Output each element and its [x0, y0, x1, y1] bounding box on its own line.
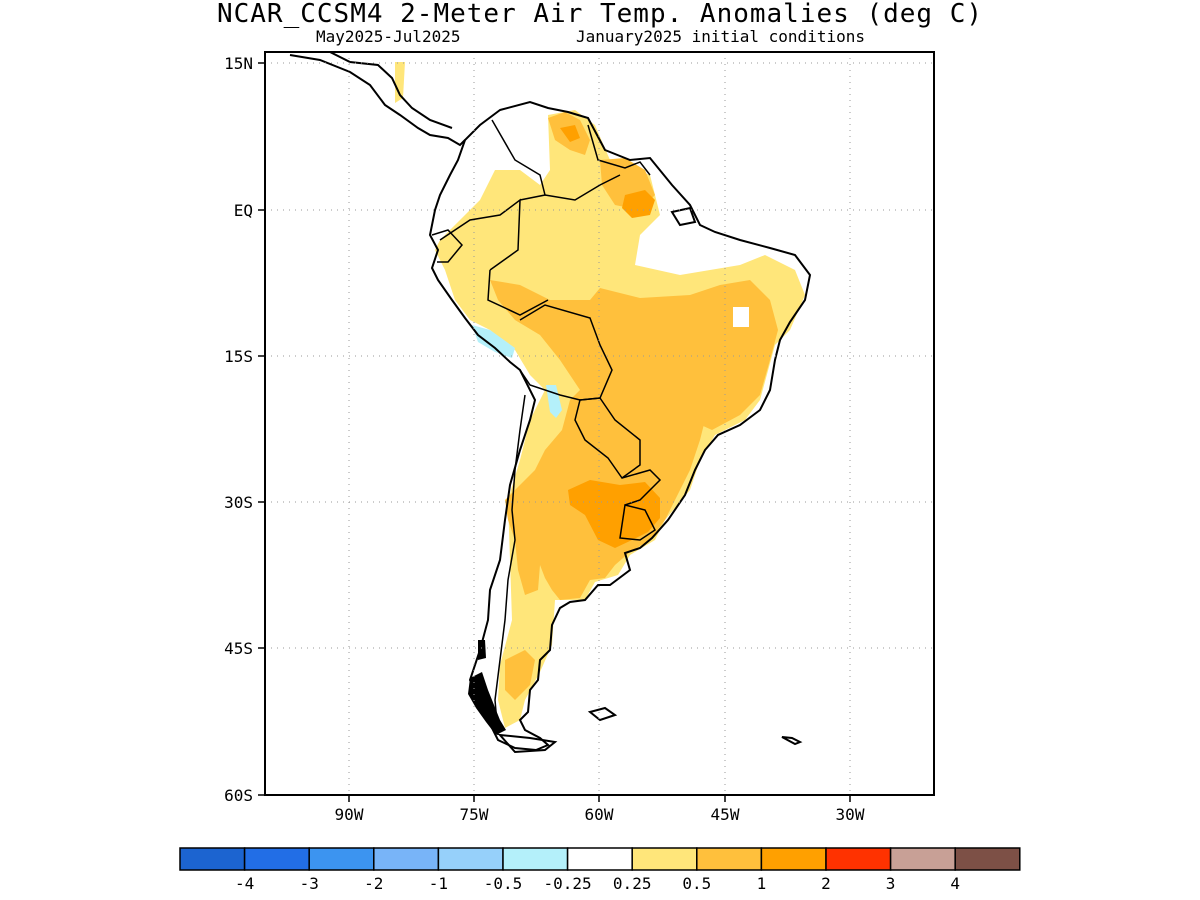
border-colombia-venezuela — [491, 119, 546, 201]
country-borders — [431, 119, 662, 736]
colorbar-label: -4 — [235, 874, 254, 893]
anomaly-fill-mid-patagonia — [505, 650, 535, 700]
border-uruguay — [619, 504, 656, 541]
negative-anomaly-altiplano — [472, 325, 515, 358]
colorbar-label: -1 — [429, 874, 448, 893]
colorbar-swatch — [308, 847, 375, 871]
border-guianas — [587, 124, 651, 176]
colorbar-label: 0.5 — [682, 874, 711, 893]
anomaly-gap — [733, 307, 749, 327]
lon-label: 90W — [335, 805, 364, 824]
tierra-del-fuego — [497, 733, 558, 754]
central-america-caribbean-coast — [329, 52, 453, 129]
colorbar-swatch — [566, 847, 633, 871]
border-paraguay — [574, 397, 641, 480]
initial-conditions: January2025 initial conditions — [576, 27, 865, 46]
colorbar-swatch — [954, 847, 1021, 871]
anomaly-fill-central-america — [395, 62, 405, 103]
forecast-period: May2025-Jul2025 — [316, 27, 461, 46]
falkland-islands — [587, 706, 618, 722]
colorbar-label: -0.5 — [484, 874, 523, 893]
lon-label: 60W — [585, 805, 614, 824]
lon-label: 45W — [711, 805, 740, 824]
colorbar-label: -3 — [300, 874, 319, 893]
colorbar-label: 2 — [821, 874, 831, 893]
colorbar-swatch — [631, 847, 698, 871]
lon-label: 75W — [460, 805, 489, 824]
colorbar-swatch — [373, 847, 440, 871]
south-america-coastline — [428, 100, 812, 752]
colorbar-swatch — [760, 847, 827, 871]
coastlines — [289, 52, 812, 754]
colorbar-swatch — [889, 847, 956, 871]
map-content — [289, 52, 812, 754]
border-bolivia — [519, 304, 613, 401]
colorbar-swatch — [243, 847, 310, 871]
lat-label: 15S — [224, 347, 253, 366]
colorbar-label: 1 — [757, 874, 767, 893]
longitude-labels: 90W 75W 60W 45W 30W — [335, 805, 865, 824]
axis-ticks — [258, 62, 851, 802]
lat-label: 30S — [224, 493, 253, 512]
lat-label: 15N — [224, 54, 253, 73]
colorbar: -4 -3 -2 -1 -0.5 -0.25 0.25 0.5 1 2 3 4 — [179, 847, 1021, 893]
anomaly-fill-high-venezuela — [560, 125, 580, 142]
chiloe-island — [478, 640, 486, 660]
lon-label: 30W — [836, 805, 865, 824]
colorbar-swatch — [437, 847, 504, 871]
colorbar-label: -2 — [364, 874, 383, 893]
colorbar-label: 4 — [950, 874, 960, 893]
colorbar-swatch — [179, 847, 246, 871]
anomaly-fill-mid — [490, 280, 778, 600]
border-ecuador — [431, 229, 463, 263]
negative-anomaly-atacama — [546, 385, 562, 418]
colorbar-label: 0.25 — [613, 874, 652, 893]
anomaly-fill-high — [568, 480, 660, 548]
border-colombia-peru — [439, 198, 521, 271]
colorbar-label: -0.25 — [544, 874, 592, 893]
lat-label: EQ — [234, 201, 253, 220]
anomaly-fill-high-guiana — [622, 190, 655, 218]
latitude-labels: 15N EQ 15S 30S 45S 60S — [224, 54, 253, 805]
colorbar-label: 3 — [886, 874, 896, 893]
border-argentina-brazil — [621, 469, 662, 506]
border-peru-brazil — [487, 269, 549, 316]
marajo-island — [670, 206, 697, 227]
lat-label: 60S — [224, 786, 253, 805]
border-venezuela-brazil — [544, 174, 621, 201]
colorbar-swatch — [502, 847, 569, 871]
lat-label: 45S — [224, 639, 253, 658]
central-america-coastline — [289, 54, 466, 147]
south-georgia — [781, 736, 803, 746]
colorbar-swatch — [696, 847, 763, 871]
colorbar-swatch — [825, 847, 892, 871]
border-chile-argentina — [494, 394, 526, 736]
map-title: NCAR_CCSM4 2-Meter Air Temp. Anomalies (… — [216, 0, 984, 29]
